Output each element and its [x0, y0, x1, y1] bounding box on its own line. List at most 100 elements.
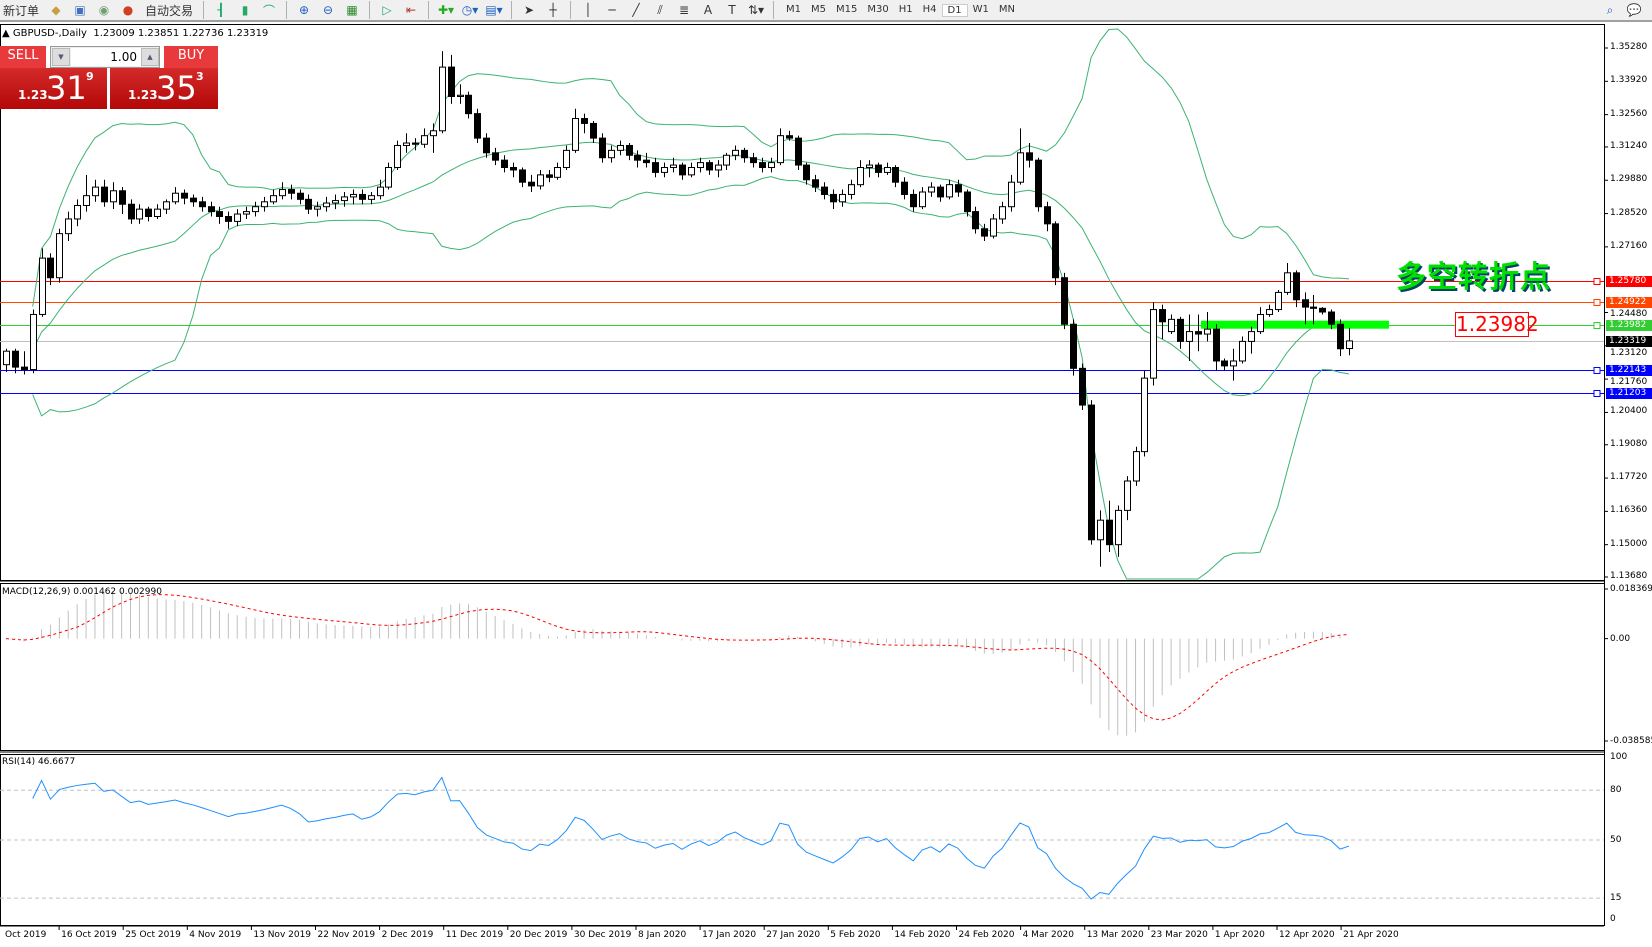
- line-handle: [1593, 367, 1601, 374]
- lot-stepper: ▼ 1.00 ▲: [50, 46, 160, 68]
- rsi-line: [32, 776, 1350, 900]
- separator: [286, 1, 288, 19]
- candle-bear: [190, 197, 197, 203]
- zoom-out-icon[interactable]: ⊖: [323, 3, 334, 17]
- candle-bull: [1230, 360, 1237, 367]
- timeframe-m1[interactable]: M1: [786, 3, 802, 15]
- candle-bear: [519, 169, 526, 183]
- candle-bull: [323, 202, 330, 208]
- autoscroll-icon[interactable]: ▷: [382, 3, 392, 17]
- candle-bear: [910, 193, 917, 208]
- candle-bull: [3, 350, 10, 366]
- chat-icon[interactable]: 💬: [1626, 3, 1642, 17]
- rsi-label: RSI(14) 46.6677: [2, 757, 76, 767]
- candle-bear: [101, 186, 108, 203]
- lot-input[interactable]: 1.00: [71, 48, 141, 66]
- candle-bull: [839, 193, 846, 203]
- price-tick-label: 1.16360: [1610, 505, 1648, 515]
- price-tick-label: 1.13680: [1610, 571, 1648, 581]
- candle-bull: [990, 218, 997, 237]
- vertical-line-icon[interactable]: │: [584, 3, 592, 17]
- timeframe-h1[interactable]: H1: [898, 3, 913, 15]
- candlestick-icon[interactable]: ▮: [241, 3, 249, 17]
- sell-price[interactable]: 1.23 31 9: [0, 68, 107, 109]
- candle-bear: [21, 366, 28, 371]
- buy-price[interactable]: 1.23 35 3: [110, 68, 218, 109]
- signal-icon[interactable]: ◉: [98, 3, 110, 17]
- candle-bear: [1319, 307, 1326, 313]
- fibonacci-icon[interactable]: ≣: [679, 3, 690, 17]
- chart-shift-icon[interactable]: ⇤: [406, 3, 417, 17]
- search-icon[interactable]: ⌕: [1606, 2, 1614, 17]
- arrows-icon[interactable]: ⇅▾: [747, 3, 765, 17]
- candle-bear: [706, 162, 713, 171]
- trendline-icon[interactable]: ╱: [632, 3, 640, 17]
- buy-price-pip: 3: [196, 70, 204, 83]
- timeframe-w1[interactable]: W1: [972, 3, 989, 15]
- candle-bull: [723, 154, 730, 166]
- rsi-tick-label: 0: [1610, 914, 1616, 924]
- candle-bear: [1088, 404, 1095, 541]
- market-watch-icon[interactable]: ▣: [74, 3, 86, 17]
- text-icon[interactable]: A: [703, 3, 713, 17]
- candle-bull: [777, 135, 784, 164]
- candle-bear: [546, 174, 553, 178]
- candle-bear: [892, 167, 899, 183]
- folder-icon[interactable]: ◆: [51, 3, 61, 17]
- candle-bear: [643, 159, 650, 164]
- line-handle: [1593, 299, 1601, 306]
- templates-icon[interactable]: ▤▾: [485, 3, 503, 17]
- candle-bear: [590, 122, 597, 139]
- candle-bull: [385, 167, 392, 188]
- candle-bear: [208, 206, 215, 213]
- candle-bear: [359, 193, 366, 200]
- annotation-text[interactable]: 多空转折点: [1396, 260, 1551, 295]
- text-label-icon[interactable]: T: [728, 3, 736, 17]
- candle-bear: [216, 211, 223, 217]
- candle-bear: [981, 228, 988, 237]
- line-handle: [1593, 390, 1601, 397]
- horizontal-line-icon[interactable]: ─: [608, 3, 616, 17]
- lot-increase-button[interactable]: ▲: [141, 48, 159, 66]
- level-label[interactable]: 1.23982: [1455, 312, 1539, 337]
- sell-button[interactable]: SELL: [0, 46, 46, 68]
- crosshair-icon[interactable]: ┼: [549, 3, 557, 17]
- buy-button[interactable]: BUY: [164, 46, 218, 68]
- new-order-button[interactable]: 新订单: [3, 3, 40, 18]
- date-label: 12 Apr 2020: [1279, 930, 1335, 940]
- lot-decrease-button[interactable]: ▼: [52, 48, 70, 66]
- indicators-icon[interactable]: ✚▾: [437, 3, 455, 17]
- line-chart-icon[interactable]: ⌒: [263, 3, 276, 18]
- candle-bull: [857, 167, 864, 186]
- timeframe-m5[interactable]: M5: [811, 3, 827, 15]
- cursor-icon[interactable]: ➤: [524, 3, 535, 17]
- price-tick-label: 1.21760: [1610, 377, 1648, 387]
- periods-icon[interactable]: ◷▾: [461, 3, 479, 17]
- candle-bear: [803, 164, 810, 181]
- timeframe-m30[interactable]: M30: [867, 3, 889, 15]
- date-label: 17 Jan 2020: [702, 930, 757, 940]
- date-label: 11 Dec 2019: [445, 930, 504, 940]
- timeframe-mn[interactable]: MN: [998, 3, 1015, 15]
- candle-bear: [1293, 272, 1300, 301]
- tile-windows-icon[interactable]: ▦: [346, 3, 358, 17]
- bollinger-lower-band: [32, 176, 1350, 580]
- candle-bull: [670, 164, 677, 169]
- zoom-in-icon[interactable]: ⊕: [299, 3, 310, 17]
- price-tag: 1.21203: [1606, 388, 1652, 399]
- candle-bear: [448, 66, 455, 97]
- timeframe-d1[interactable]: D1: [941, 3, 968, 17]
- rsi-tick-label: 80: [1610, 785, 1622, 796]
- candle-bear: [964, 191, 971, 213]
- auto-trade-icon[interactable]: ●: [122, 3, 134, 17]
- timeframe-m15[interactable]: M15: [836, 3, 858, 15]
- bar-chart-icon[interactable]: ┨: [217, 3, 225, 17]
- equidistant-channel-icon[interactable]: ⫽: [657, 2, 663, 17]
- candle-bear: [1044, 206, 1051, 225]
- timeframe-h4[interactable]: H4: [922, 3, 937, 15]
- candle-bear: [225, 215, 232, 222]
- candle-bear: [1310, 306, 1317, 309]
- auto-trade-button[interactable]: 自动交易: [145, 3, 194, 18]
- date-label: 8 Jan 2020: [638, 930, 687, 940]
